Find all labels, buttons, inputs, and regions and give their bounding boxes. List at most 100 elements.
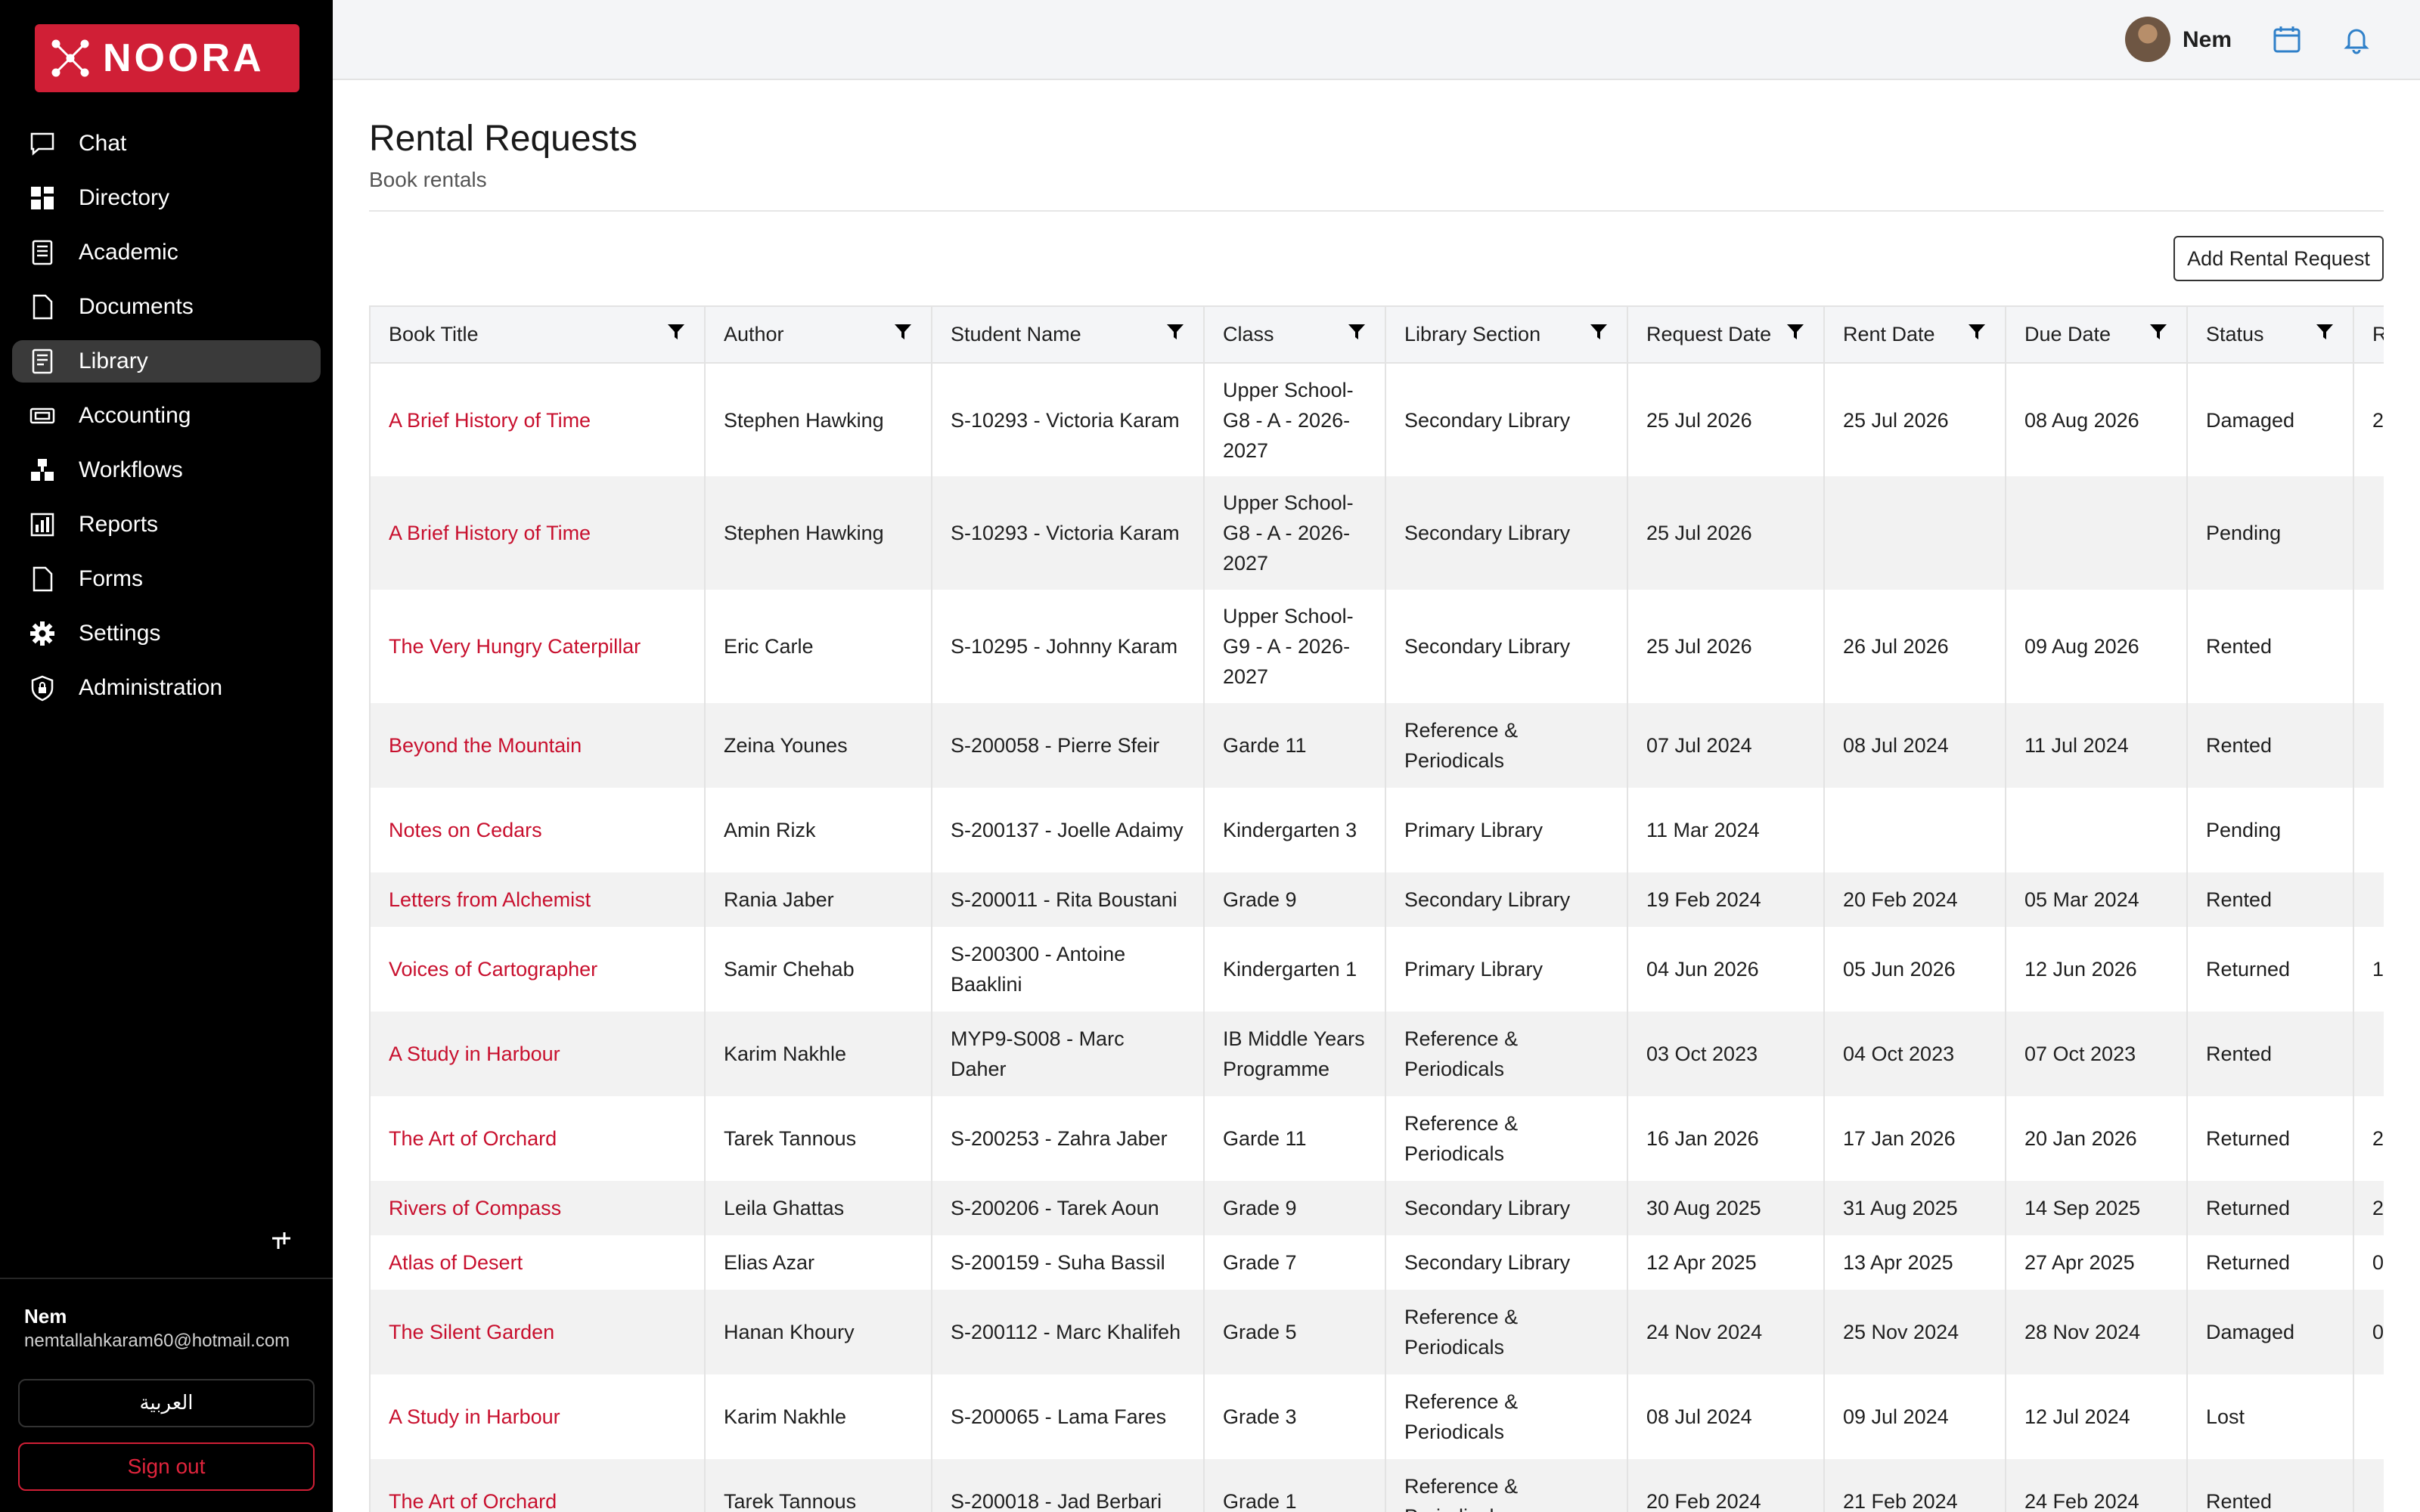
sidebar-item-chat[interactable]: Chat bbox=[12, 122, 321, 165]
filter-icon[interactable] bbox=[1786, 322, 1805, 347]
table-row[interactable]: Beyond the Mountain Zeina Younes S-200058 … bbox=[371, 703, 2384, 788]
table-cell: Damaged bbox=[2187, 363, 2354, 476]
table-cell: Stephen Hawking bbox=[705, 476, 932, 590]
table-cell: Grade 9 bbox=[1204, 1181, 1386, 1235]
column-header[interactable]: Rent Date bbox=[1824, 307, 2006, 364]
table-cell: 0 bbox=[2353, 1290, 2384, 1374]
column-header[interactable]: Library Section bbox=[1385, 307, 1628, 364]
table-cell bbox=[2353, 1012, 2384, 1096]
sidebar-divider bbox=[0, 1278, 333, 1279]
book-title-link[interactable]: The Silent Garden bbox=[371, 1290, 706, 1374]
table-row[interactable]: The Art of Orchard Tarek Tannous S-200018 … bbox=[371, 1459, 2384, 1512]
table-row[interactable]: Voices of Cartographer Samir Chehab S-2003… bbox=[371, 927, 2384, 1012]
column-header[interactable]: Class bbox=[1204, 307, 1386, 364]
table-cell: S-200018 - Jad Berbari bbox=[932, 1459, 1205, 1512]
table-cell: S-10293 - Victoria Karam bbox=[932, 476, 1205, 590]
filter-icon[interactable] bbox=[2149, 322, 2168, 347]
bell-icon[interactable] bbox=[2340, 23, 2373, 56]
topbar-user-name[interactable]: Nem bbox=[2183, 27, 2232, 52]
column-header-label: Rent Date bbox=[1843, 323, 1935, 345]
shield-icon bbox=[27, 673, 57, 703]
calendar-icon[interactable] bbox=[2270, 23, 2304, 56]
table-row[interactable]: Rivers of Compass Leila Ghattas S-200206 -… bbox=[371, 1181, 2384, 1235]
table-cell: Hanan Khoury bbox=[705, 1290, 932, 1374]
table-row[interactable]: The Silent Garden Hanan Khoury S-200112 - … bbox=[371, 1290, 2384, 1374]
table-row[interactable]: Letters from Alchemist Rania Jaber S-20001… bbox=[371, 872, 2384, 927]
table-row[interactable]: A Brief History of Time Stephen Hawking S-… bbox=[371, 476, 2384, 590]
book-title-link[interactable]: Rivers of Compass bbox=[371, 1181, 706, 1235]
column-header[interactable]: Student Name bbox=[932, 307, 1205, 364]
table-cell bbox=[2353, 590, 2384, 703]
title-divider bbox=[369, 210, 2384, 212]
table-cell: Rented bbox=[2187, 872, 2354, 927]
book-title-link[interactable]: A Study in Harbour bbox=[371, 1012, 706, 1096]
column-header[interactable]: Book Title bbox=[371, 307, 706, 364]
table-row[interactable]: The Very Hungry Caterpillar Eric Carle S-1… bbox=[371, 590, 2384, 703]
book-title-link[interactable]: The Art of Orchard bbox=[371, 1459, 706, 1512]
sidebar-item-workflows[interactable]: Workflows bbox=[12, 449, 321, 491]
book-icon bbox=[27, 237, 57, 268]
table-row[interactable]: A Brief History of Time Stephen Hawking S-… bbox=[371, 363, 2384, 476]
book-title-link[interactable]: Voices of Cartographer bbox=[371, 927, 706, 1012]
table-row[interactable]: Notes on Cedars Amin Rizk S-200137 - Joell… bbox=[371, 788, 2384, 872]
sidebar-item-directory[interactable]: Directory bbox=[12, 177, 321, 219]
table-row[interactable]: A Study in Harbour Karim Nakhle MYP9-S008 … bbox=[371, 1012, 2384, 1096]
column-header[interactable]: Request Date bbox=[1627, 307, 1825, 364]
sidebar-item-label: Administration bbox=[79, 675, 223, 700]
add-rental-request-button[interactable]: Add Rental Request bbox=[2173, 236, 2384, 281]
column-header-label: Class bbox=[1223, 323, 1274, 345]
brand-logo[interactable]: NOORA bbox=[35, 24, 299, 92]
grid-icon bbox=[27, 183, 57, 213]
table-cell: 07 Jul 2024 bbox=[1627, 703, 1825, 788]
book-title-link[interactable]: A Brief History of Time bbox=[371, 476, 706, 590]
filter-icon[interactable] bbox=[2315, 322, 2335, 347]
column-header-label: Book Title bbox=[389, 323, 479, 345]
filter-icon[interactable] bbox=[893, 322, 913, 347]
table-cell: 26 Jul 2026 bbox=[1824, 590, 2006, 703]
book-title-link[interactable]: The Very Hungry Caterpillar bbox=[371, 590, 706, 703]
money-icon bbox=[27, 401, 57, 431]
column-header[interactable]: R bbox=[2353, 307, 2384, 364]
book-title-link[interactable]: Beyond the Mountain bbox=[371, 703, 706, 788]
book-title-link[interactable]: Atlas of Desert bbox=[371, 1235, 706, 1290]
table-cell bbox=[2006, 788, 2188, 872]
avatar[interactable] bbox=[2125, 17, 2170, 62]
page-title: Rental Requests bbox=[369, 119, 638, 159]
sidebar-item-administration[interactable]: Administration bbox=[12, 667, 321, 709]
sidebar-item-accounting[interactable]: Accounting bbox=[12, 395, 321, 437]
table-row[interactable]: A Study in Harbour Karim Nakhle S-200065 -… bbox=[371, 1374, 2384, 1459]
pin-icon[interactable] bbox=[266, 1226, 296, 1256]
table-cell: IB Middle Years Programme bbox=[1204, 1012, 1386, 1096]
language-button[interactable]: العربية bbox=[18, 1379, 315, 1427]
column-header[interactable]: Status bbox=[2187, 307, 2354, 364]
sidebar-item-settings[interactable]: Settings bbox=[12, 612, 321, 655]
column-header-label: Due Date bbox=[2024, 323, 2111, 345]
table-row[interactable]: The Art of Orchard Tarek Tannous S-200253 … bbox=[371, 1096, 2384, 1181]
book-title-link[interactable]: The Art of Orchard bbox=[371, 1096, 706, 1181]
table-cell: 17 Jan 2026 bbox=[1824, 1096, 2006, 1181]
sidebar-item-documents[interactable]: Documents bbox=[12, 286, 321, 328]
sign-out-button[interactable]: Sign out bbox=[18, 1442, 315, 1491]
book-title-link[interactable]: A Study in Harbour bbox=[371, 1374, 706, 1459]
book-title-link[interactable]: A Brief History of Time bbox=[371, 363, 706, 476]
sidebar-item-forms[interactable]: Forms bbox=[12, 558, 321, 600]
filter-icon[interactable] bbox=[1589, 322, 1609, 347]
sidebar-item-library[interactable]: Library bbox=[12, 340, 321, 383]
book-title-link[interactable]: Letters from Alchemist bbox=[371, 872, 706, 927]
table-cell: 03 Oct 2023 bbox=[1627, 1012, 1825, 1096]
gear-icon bbox=[27, 618, 57, 649]
sidebar-item-academic[interactable]: Academic bbox=[12, 231, 321, 274]
sidebar-item-reports[interactable]: Reports bbox=[12, 503, 321, 546]
filter-icon[interactable] bbox=[1165, 322, 1185, 347]
column-header[interactable]: Author bbox=[705, 307, 932, 364]
column-header-label: Student Name bbox=[951, 323, 1081, 345]
filter-icon[interactable] bbox=[666, 322, 686, 347]
column-header-label: R bbox=[2372, 323, 2384, 346]
book-title-link[interactable]: Notes on Cedars bbox=[371, 788, 706, 872]
column-header-label: Library Section bbox=[1404, 323, 1541, 345]
table-row[interactable]: Atlas of Desert Elias Azar S-200159 - Suha… bbox=[371, 1235, 2384, 1290]
filter-icon[interactable] bbox=[1967, 322, 1987, 347]
column-header[interactable]: Due Date bbox=[2006, 307, 2188, 364]
logo-mark-icon bbox=[50, 38, 91, 79]
filter-icon[interactable] bbox=[1347, 322, 1367, 347]
